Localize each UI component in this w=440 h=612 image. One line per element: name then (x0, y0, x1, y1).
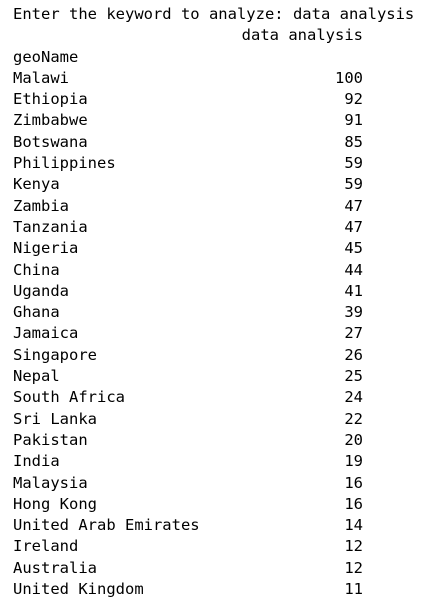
interest-value: 27 (344, 324, 363, 343)
country-name: Sri Lanka (13, 409, 97, 428)
country-name: Botswana (13, 132, 88, 151)
table-row: Nepal 25 (13, 366, 433, 387)
country-name: Uganda (13, 281, 69, 300)
interest-value: 12 (344, 537, 363, 556)
table-row: Botswana 85 (13, 132, 433, 153)
console-output: Enter the keyword to analyze: data analy… (13, 4, 433, 600)
interest-value: 91 (344, 111, 363, 130)
country-name: Ethiopia (13, 90, 88, 109)
table-row: Ethiopia 92 (13, 89, 433, 110)
interest-value: 59 (344, 175, 363, 194)
country-name: Nepal (13, 367, 60, 386)
country-name: South Africa (13, 388, 125, 407)
table-row: Tanzania 47 (13, 217, 433, 238)
interest-value: 45 (344, 239, 363, 258)
country-name: United Kingdom (13, 580, 144, 599)
interest-value: 39 (344, 303, 363, 322)
interest-value: 44 (344, 260, 363, 279)
country-name: Malaysia (13, 473, 88, 492)
country-name: China (13, 260, 60, 279)
interest-value: 25 (344, 367, 363, 386)
country-name: Zimbabwe (13, 111, 88, 130)
country-name: Nigeria (13, 239, 79, 258)
table-row: Australia 12 (13, 558, 433, 579)
table-row: Kenya 59 (13, 174, 433, 195)
table-row: Nigeria 45 (13, 238, 433, 259)
interest-value: 26 (344, 345, 363, 364)
input-prompt: Enter the keyword to analyze: data analy… (13, 5, 415, 23)
interest-value: 92 (344, 90, 363, 109)
interest-value: 16 (344, 473, 363, 492)
country-name: Philippines (13, 154, 116, 173)
table-row: Singapore 26 (13, 345, 433, 366)
table-row: Zambia 47 (13, 196, 433, 217)
interest-value: 11 (344, 580, 363, 599)
table-row: Uganda 41 (13, 281, 433, 302)
country-name: Pakistan (13, 430, 88, 449)
interest-value: 14 (344, 516, 363, 535)
interest-value: 19 (344, 452, 363, 471)
country-name: Ghana (13, 303, 60, 322)
country-name: Zambia (13, 196, 69, 215)
data-rows: Malawi 100 Ethiopia 92 Zimbabwe 91 Botswana 85 P… (13, 68, 433, 600)
table-row: India 19 (13, 451, 433, 472)
table-row: Hong Kong 16 (13, 494, 433, 515)
interest-value: 85 (344, 132, 363, 151)
table-row: Pakistan 20 (13, 430, 433, 451)
interest-value: 12 (344, 558, 363, 577)
interest-value: 20 (344, 430, 363, 449)
interest-value: 24 (344, 388, 363, 407)
interest-value: 41 (344, 281, 363, 300)
table-row: Malawi 100 (13, 68, 433, 89)
column-header: data analysis (241, 26, 363, 45)
column-header-row: data analysis (13, 25, 433, 46)
table-row: Jamaica 27 (13, 323, 433, 344)
table-row: Zimbabwe 91 (13, 110, 433, 131)
interest-value: 16 (344, 494, 363, 513)
country-name: Kenya (13, 175, 60, 194)
table-row: United Kingdom 11 (13, 579, 433, 600)
country-name: Ireland (13, 537, 79, 556)
interest-value: 47 (344, 217, 363, 236)
interest-value: 59 (344, 154, 363, 173)
table-row: Philippines 59 (13, 153, 433, 174)
country-name: Hong Kong (13, 494, 97, 513)
interest-value: 100 (335, 68, 363, 87)
table-row: Ghana 39 (13, 302, 433, 323)
table-row: Malaysia 16 (13, 473, 433, 494)
country-name: Tanzania (13, 217, 88, 236)
table-row: United Arab Emirates 14 (13, 515, 433, 536)
country-name: Australia (13, 558, 97, 577)
country-name: Malawi (13, 68, 69, 87)
table-row: China 44 (13, 260, 433, 281)
country-name: United Arab Emirates (13, 516, 200, 535)
country-name: Jamaica (13, 324, 79, 343)
table-row: Ireland 12 (13, 536, 433, 557)
country-name: Singapore (13, 345, 97, 364)
country-name: India (13, 452, 60, 471)
table-row: South Africa 24 (13, 387, 433, 408)
table-row: Sri Lanka 22 (13, 409, 433, 430)
index-name: geoName (13, 47, 79, 66)
interest-value: 47 (344, 196, 363, 215)
interest-value: 22 (344, 409, 363, 428)
